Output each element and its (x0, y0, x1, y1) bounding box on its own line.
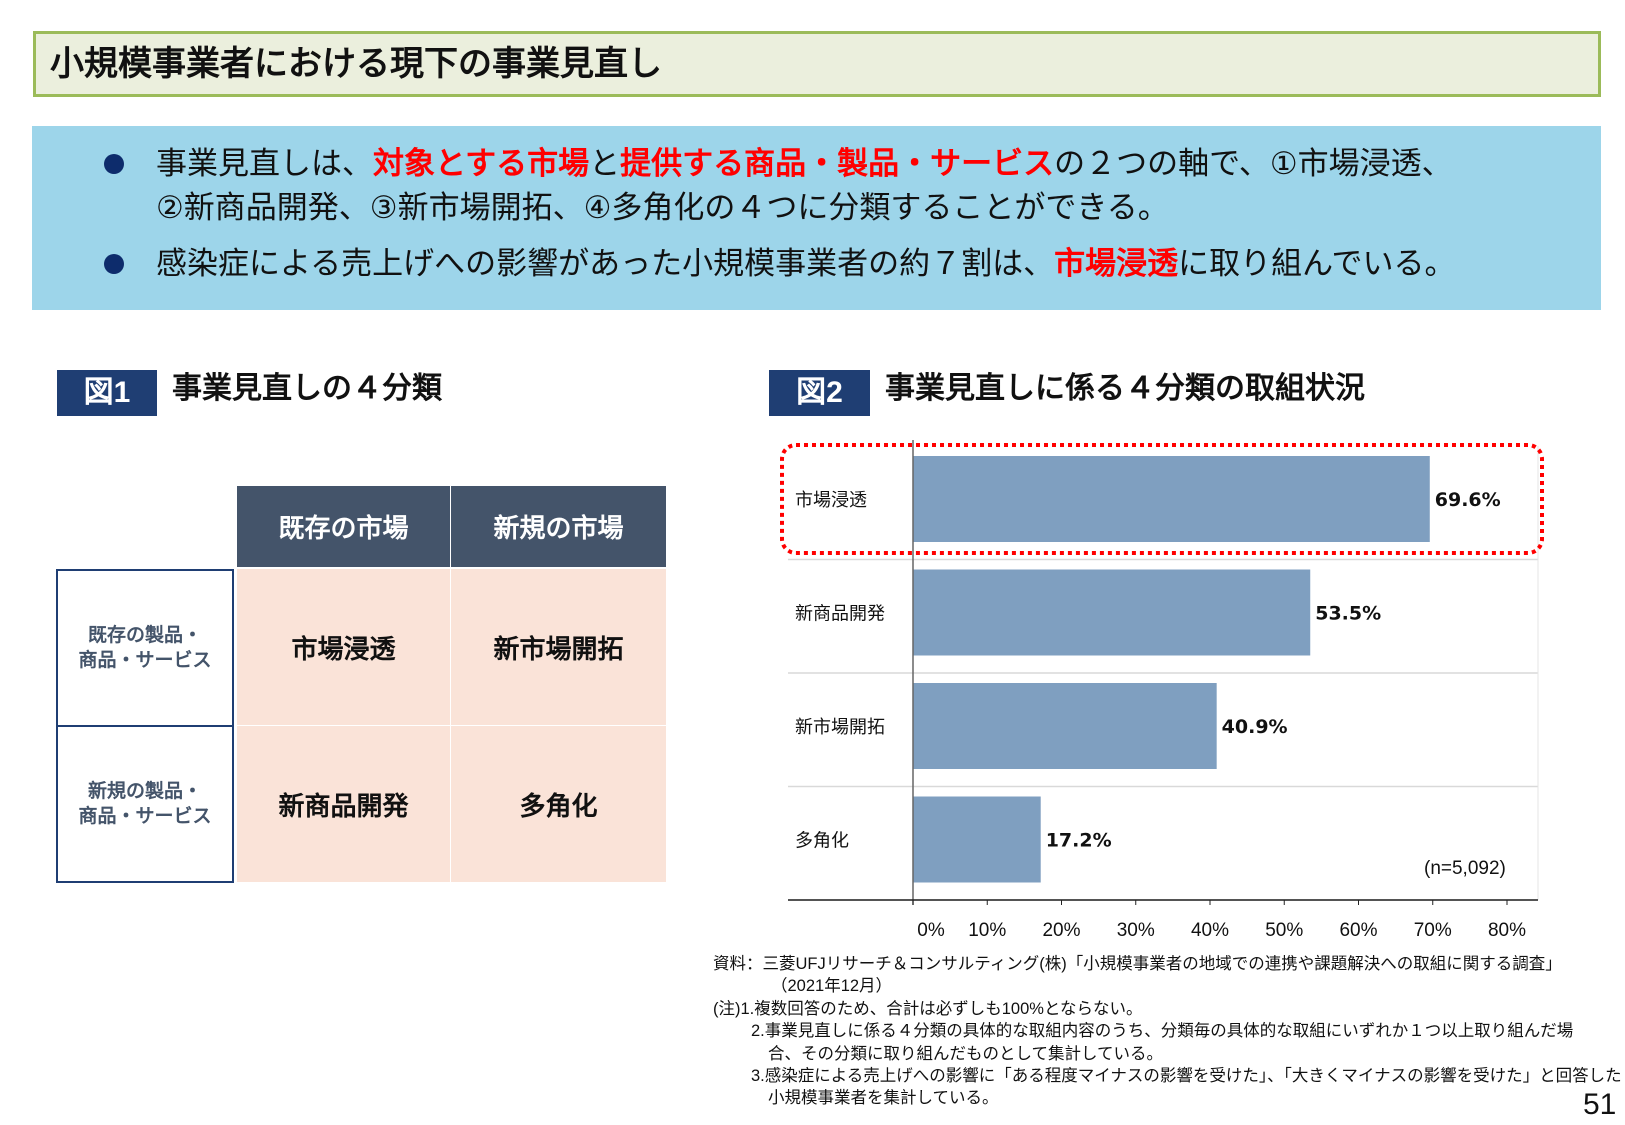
footnote-line: （2021年12月） (771, 977, 893, 996)
bar (913, 569, 1311, 656)
value-label: 40.9% (1222, 716, 1288, 738)
row-header: 既存の製品・ 商品・サービス (56, 569, 234, 727)
fig2-label: 図2 (769, 370, 870, 416)
text: 感染症による売上げへの影響があった小規模事業者の約７割は、 (156, 246, 1055, 281)
footnote-line: 合、その分類に取り組んだものとして集計している。 (768, 1044, 1164, 1063)
footnotes: 資料：三菱UFJリサーチ＆コンサルティング(株)「小規模事業者の地域での連携や課… (713, 953, 1622, 1110)
footnote-line: (注)1.複数回答のため、合計は必ずしも100%とならない。 (713, 999, 1143, 1018)
summary-bullet-2: 感染症による売上げへの影響があった小規模事業者の約７割は、市場浸透に取り組んでい… (68, 242, 1568, 286)
text: と (589, 146, 621, 181)
bar-chart: 市場浸透 69.6% 新商品開発 53.5% 新市場開拓 40.9% 多角化 17.2% 0% 1… (780, 440, 1544, 940)
footnote-line: 3.感染症による売上げへの影響に「ある程度マイナスの影響を受けた」、「大きくマイ… (751, 1067, 1622, 1086)
footnote-line: 資料：三菱UFJリサーチ＆コンサルティング(株)「小規模事業者の地域での連携や課… (713, 955, 1562, 973)
text: に取り組んでいる。 (1178, 246, 1456, 281)
bullet-icon (104, 154, 124, 174)
col-header: 新規の市場 (451, 486, 667, 567)
x-tick-label: 30% (1117, 920, 1155, 940)
footnote-line: 小規模事業者を集計している。 (768, 1089, 999, 1108)
value-label: 17.2% (1046, 830, 1112, 852)
fig1-title: 事業見直しの４分類 (172, 372, 442, 405)
x-tick-label: 70% (1414, 920, 1452, 940)
summary-bullet-1: 事業見直しは、対象とする市場と提供する商品・製品・サービスの２つの軸で、①市場浸… (68, 142, 1568, 230)
text: 事業見直しは、 (156, 146, 373, 181)
summary-box: 事業見直しは、対象とする市場と提供する商品・製品・サービスの２つの軸で、①市場浸… (32, 126, 1601, 310)
text: の２つの軸で、①市場浸透、 (1054, 146, 1453, 181)
highlight-dotted-box (780, 443, 1544, 555)
x-tick-label: 0% (917, 920, 945, 940)
sample-size-note: (n=5,092) (1424, 858, 1506, 879)
row-header: 新規の製品・ 商品・サービス (56, 725, 234, 883)
matrix-cell: 多角化 (451, 726, 667, 883)
category-label: 市場浸透 (795, 490, 867, 510)
text: ②新商品開発、③新市場開拓、④多角化の４つに分類することができる。 (156, 190, 1169, 225)
matrix-cell: 新市場開拓 (451, 569, 667, 726)
col-header: 既存の市場 (237, 486, 451, 567)
matrix-cell: 新商品開発 (237, 726, 451, 883)
fig2-title: 事業見直しに係る４分類の取組状況 (885, 372, 1365, 405)
fig1-label: 図1 (57, 370, 157, 416)
bullet-icon (104, 254, 124, 274)
category-label: 多角化 (795, 831, 849, 851)
matrix-cell: 市場浸透 (237, 569, 451, 726)
bar (913, 683, 1217, 769)
footnote-line: 2.事業見直しに係る４分類の具体的な取組内容のうち、分類毎の具体的な取組にいずれ… (751, 1022, 1574, 1041)
category-label: 新商品開発 (795, 604, 885, 624)
category-label: 新市場開拓 (795, 717, 885, 737)
x-tick-label: 40% (1191, 920, 1229, 940)
x-tick-label: 60% (1339, 920, 1377, 940)
highlight-text: 対象とする市場 (373, 146, 590, 181)
highlight-text: 市場浸透 (1054, 246, 1179, 281)
page-title: 小規模事業者における現下の事業見直し (33, 31, 1601, 97)
page-number: 51 (1583, 1088, 1617, 1121)
highlight-text: 提供する商品・製品・サービス (620, 146, 1055, 181)
value-label: 53.5% (1315, 603, 1381, 625)
x-tick-label: 10% (968, 920, 1006, 940)
x-tick-label: 20% (1042, 920, 1080, 940)
value-label: 69.6% (1435, 489, 1501, 511)
bar (913, 796, 1041, 883)
x-tick-label: 50% (1265, 920, 1303, 940)
x-tick-label: 80% (1488, 920, 1526, 940)
bar (913, 456, 1430, 542)
